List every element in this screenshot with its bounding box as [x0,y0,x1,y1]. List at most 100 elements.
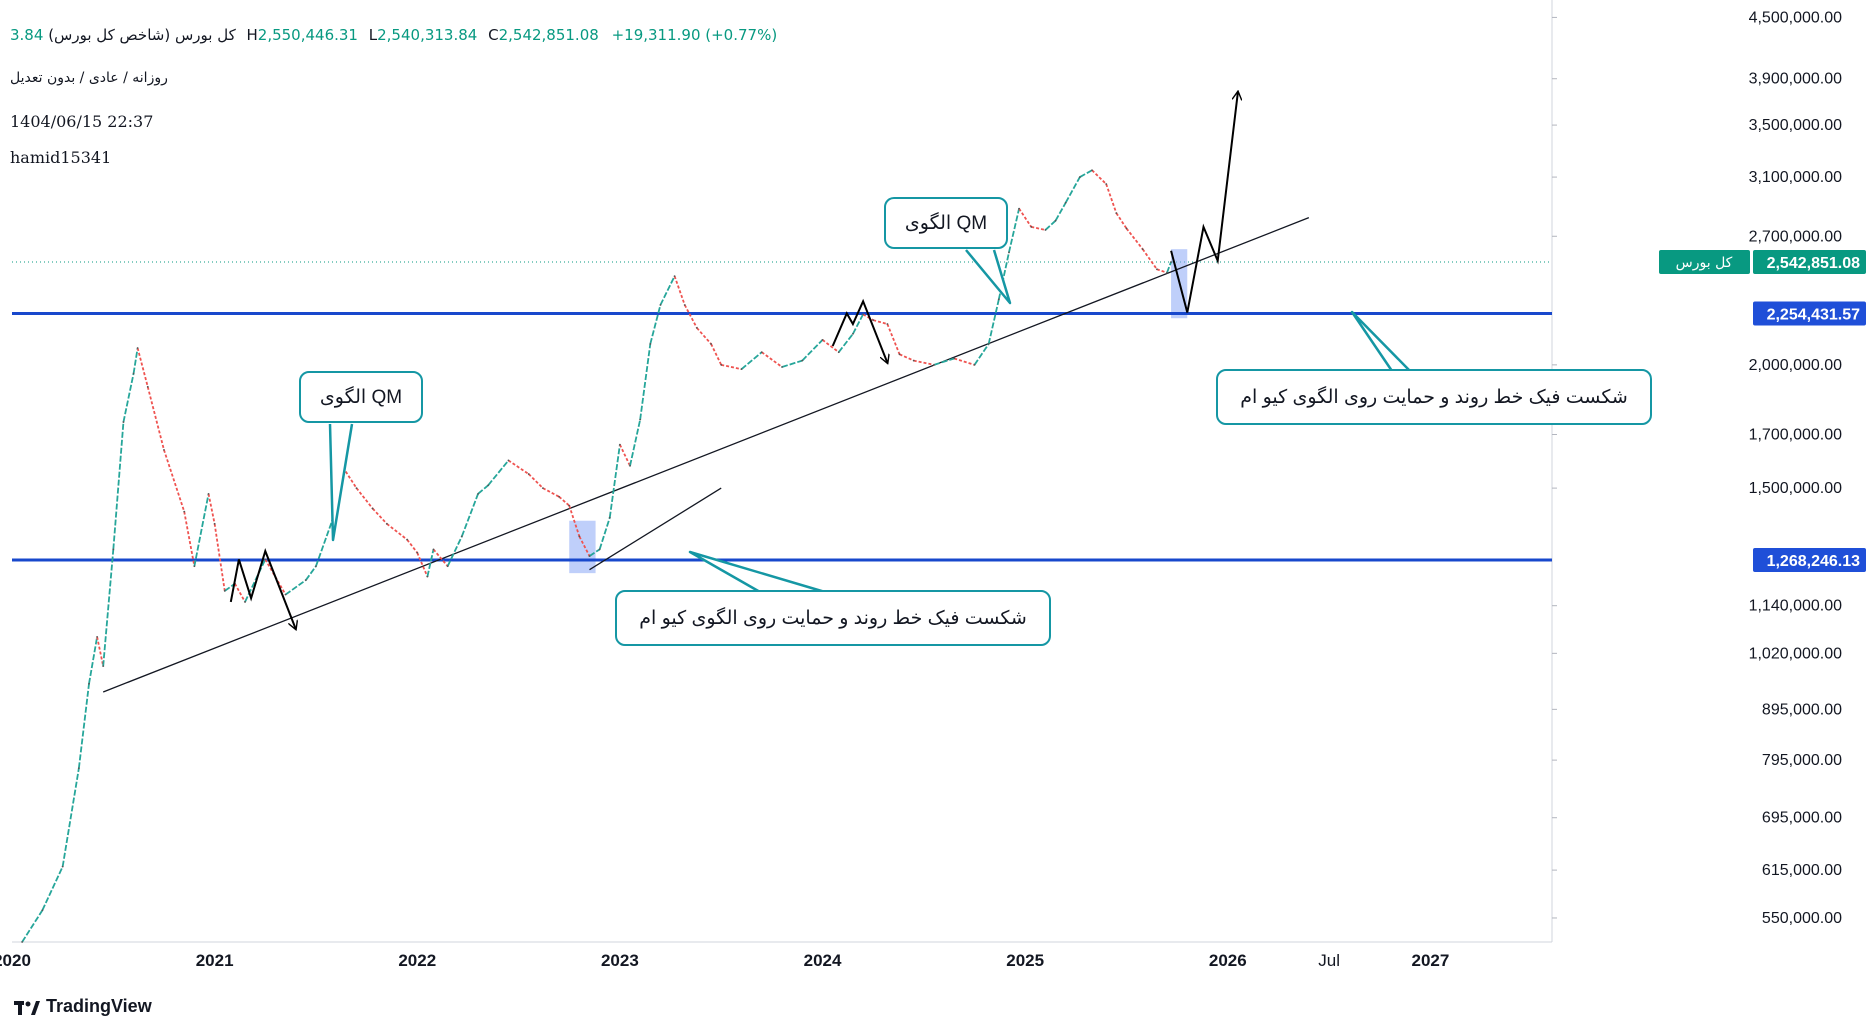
fake-break-callout-right-text: شکست فیک خط روند و حمایت روی الگوی کیو ا… [1240,386,1628,408]
price-point [460,535,463,538]
price-segment [41,866,64,911]
qm-callout-right: الگوی QM [884,197,1008,249]
y-tick-label: 550,000.00 [1762,910,1842,927]
callout-pointer [688,550,826,594]
price-segment [721,363,742,371]
price-segment [1115,212,1128,229]
price-segment [477,484,489,495]
price-point [568,504,571,507]
price-segment [872,319,888,325]
price-point [862,313,864,316]
price-segment [673,275,686,306]
symbol-price-tag [1659,249,1750,274]
price-segment [136,347,149,388]
price-segment [619,444,631,467]
price-segment [862,313,874,321]
y-tick-label: 1,500,000.00 [1749,480,1843,497]
price-segment [913,359,935,366]
price-point [639,418,642,421]
y-tick-label: 1,700,000.00 [1749,426,1843,443]
price-segment [183,511,196,567]
price-point [710,343,712,345]
qm-callout-left: الگوی QM [299,371,423,423]
price-segment [608,444,621,518]
price-point [507,459,510,462]
price-segment [1156,268,1168,274]
price-segment [1044,220,1057,231]
price-segment [355,487,374,510]
price-segment [461,493,479,537]
price-segment [578,536,591,557]
qm-path-1 [229,548,296,629]
price-point [933,363,935,366]
price-segment [406,539,418,554]
price-point [852,332,854,335]
price-segment [629,419,642,467]
price-segment [933,357,955,366]
price-segment [973,343,990,366]
price-point [760,351,763,354]
symbol-name[interactable]: کل بورس (شاخص کل بورس) [48,26,236,44]
price-segment [528,473,544,489]
price-point [264,558,267,561]
grid [12,0,1553,943]
high-value: 2,550,446.31 [257,26,358,44]
price-segment [21,909,44,943]
price-segment [112,421,125,550]
qm-callout-left-text: الگوی QM [319,386,403,408]
price-point [446,565,449,568]
price-point [740,368,743,371]
price-point [371,507,374,510]
price-segment [61,768,80,867]
price-segment [163,449,186,512]
price-point [88,682,90,685]
support-levels: 2,254,431.57 1,268,246.13 [12,301,1866,573]
price-point [112,548,115,551]
projection-path [1170,92,1238,313]
price-point [629,464,631,467]
support-1-tag [1753,301,1866,326]
price-segment [1105,183,1118,214]
symbol-tag-label: کل بورس [1676,255,1733,271]
price-point [578,535,581,538]
price-point [416,551,419,554]
price-point [527,473,530,475]
price-point [720,363,723,366]
price-point [132,372,135,375]
y-tick-label: 4,500,000.00 [1749,9,1843,26]
price-segment [96,636,105,667]
tradingview-logo[interactable]: TradingView [14,996,152,1017]
callout-pointer [1350,310,1411,372]
y-tick-label: 615,000.00 [1762,862,1842,879]
price-point [61,865,64,868]
price-segment [285,579,307,596]
price-point [146,385,149,388]
price-segment [372,507,388,525]
price-segment [507,459,530,475]
price-point [821,338,824,341]
qm-callout-right-text: الگوی QM [904,212,988,234]
price-segment [987,299,1000,345]
price-point [41,909,44,912]
price-segment [659,275,676,306]
price-segment [598,517,611,550]
price-segment [1141,248,1158,270]
price-point [223,590,226,592]
price-segment [1166,261,1172,274]
price-point [284,593,287,596]
open-value: 3.84 [10,26,44,44]
chart-settings-text: روزانه / عادی / بدون تعدیل [10,70,168,86]
price-segment [821,339,840,353]
price-point [102,665,105,668]
price-segment [102,549,115,667]
price-segment [1125,227,1144,250]
ohlc-legend: کل بورس (شاخص کل بورس) 3.84 H2,550,446.3… [10,26,777,44]
price-point [487,484,490,487]
close-label: C [488,26,499,44]
fake-break-callout-left: شکست فیک خط روند و حمایت روی الگوی کیو ا… [615,590,1051,646]
price-segment [487,459,510,486]
tradingview-icon [14,1000,40,1015]
price-point [426,575,429,578]
